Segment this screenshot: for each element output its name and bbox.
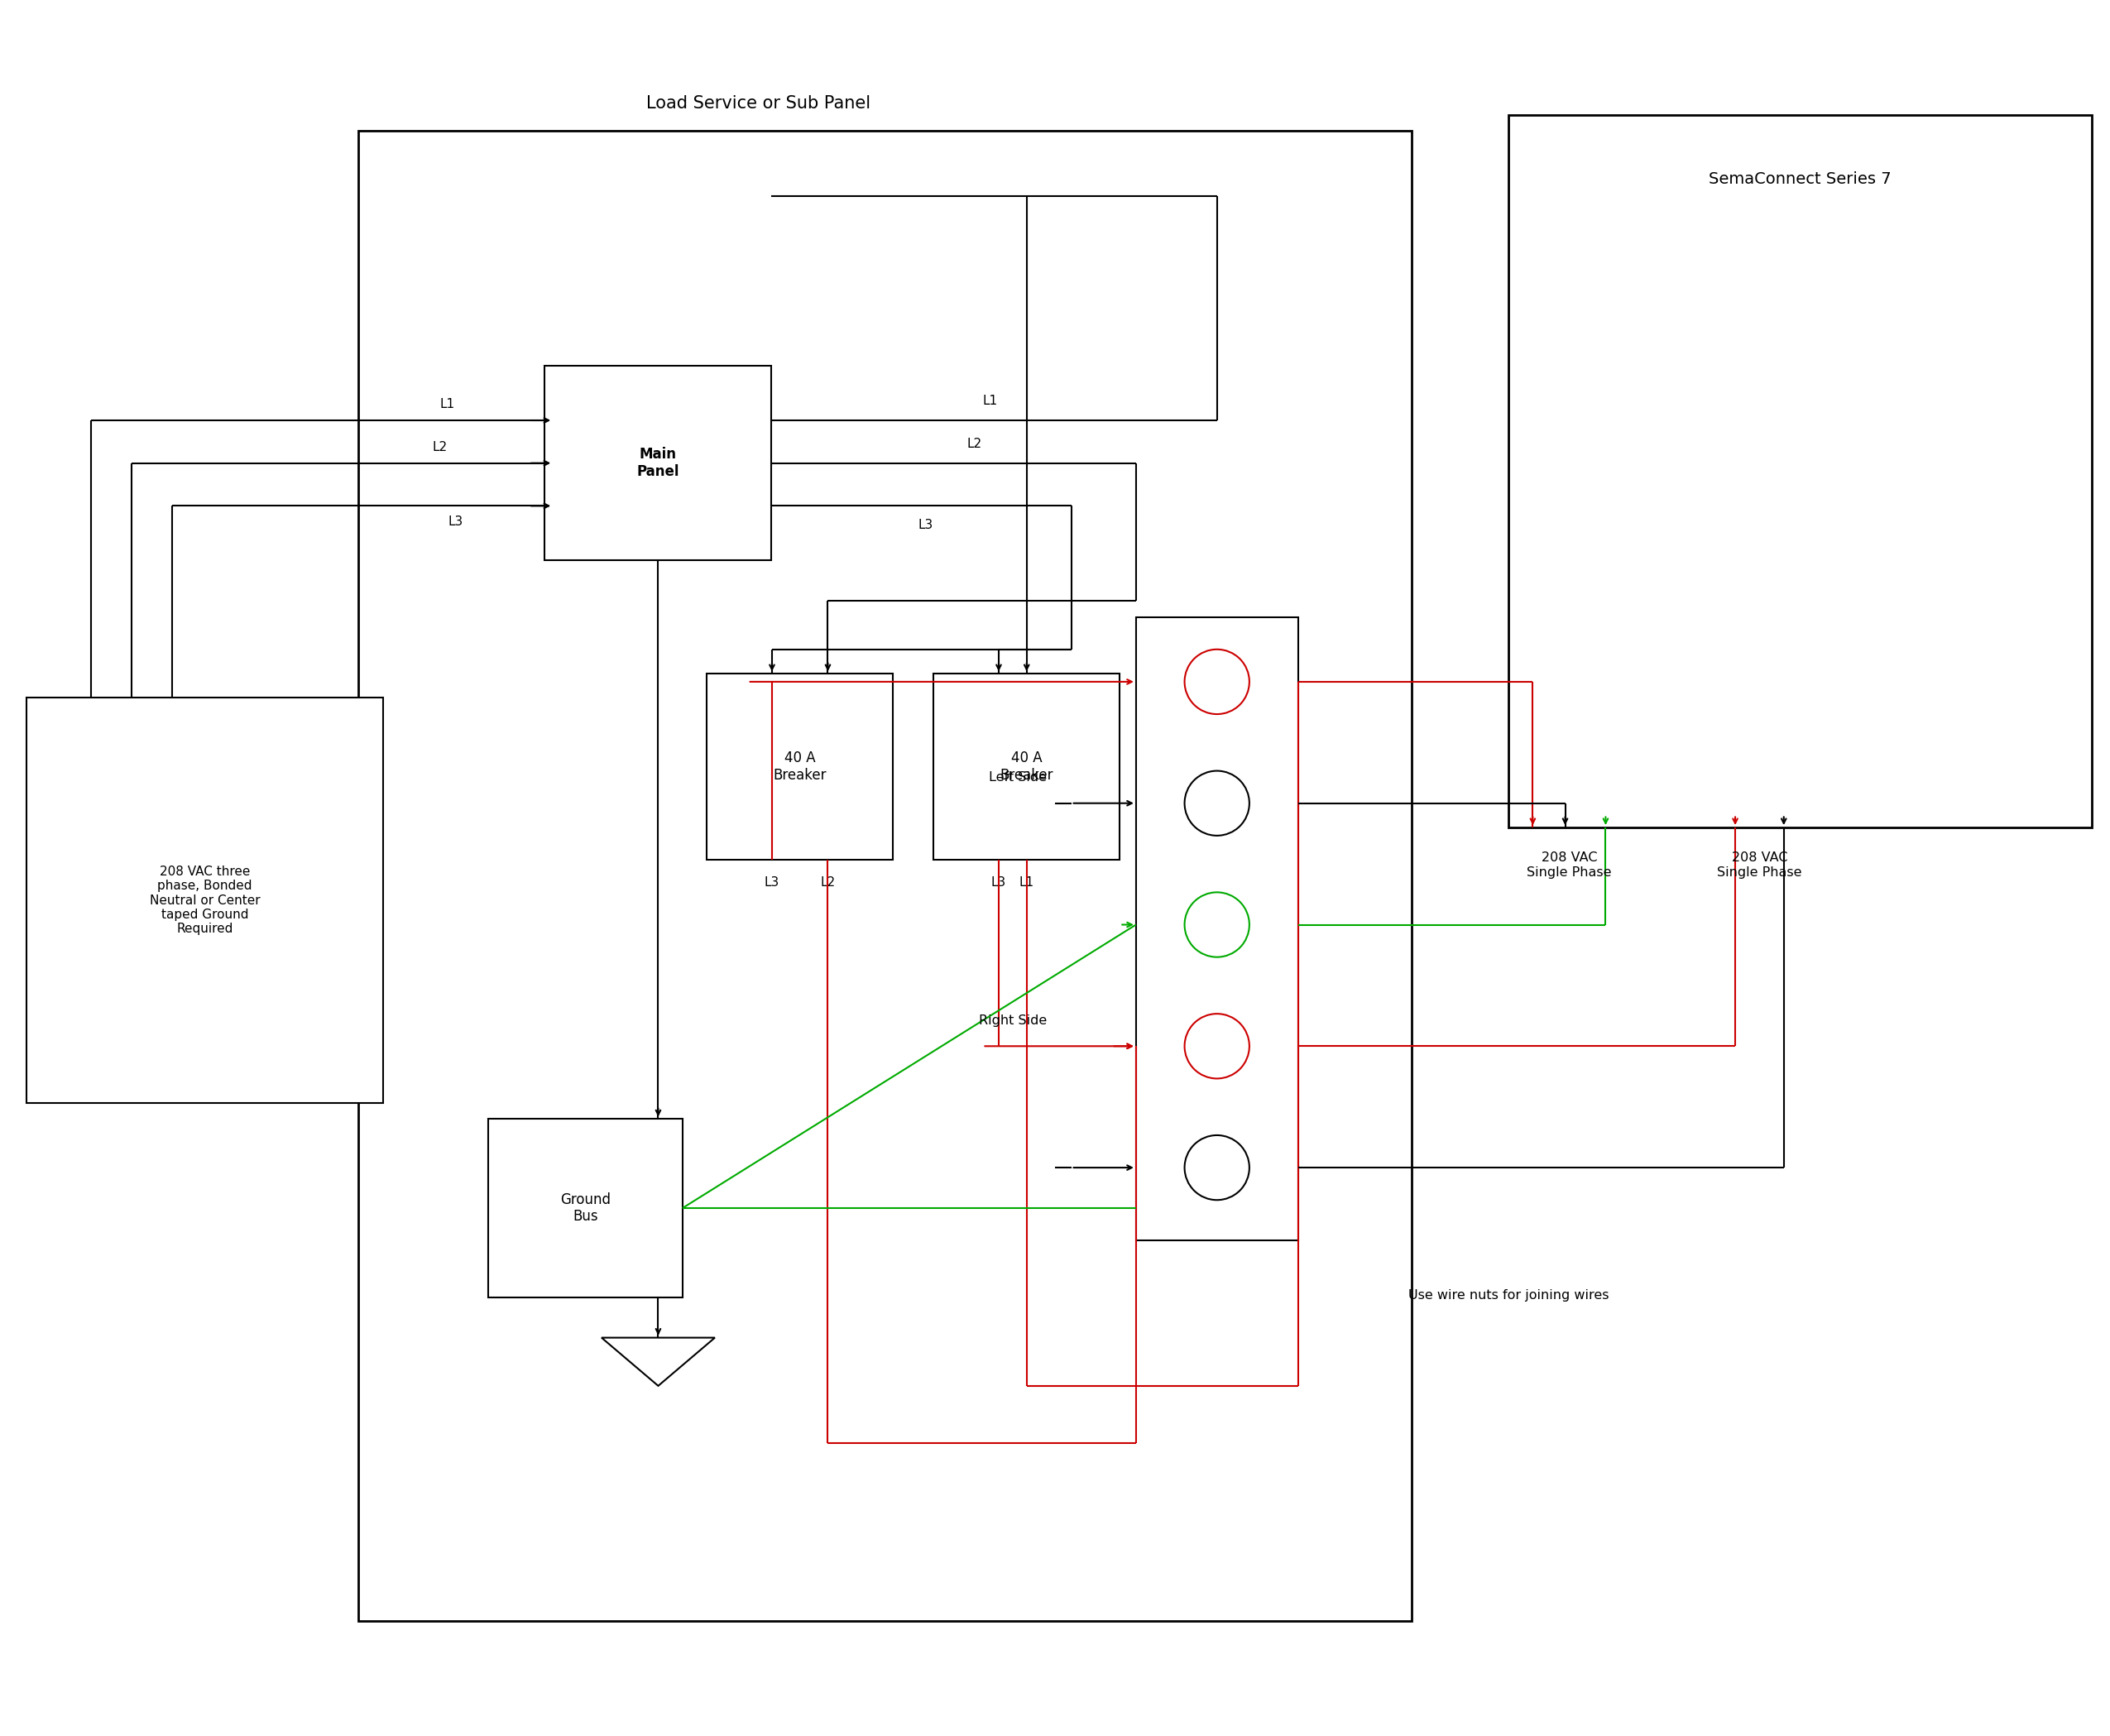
Text: L1: L1 (1019, 877, 1034, 889)
Circle shape (1184, 1014, 1249, 1078)
Bar (359, 132, 1412, 1621)
Text: L3: L3 (992, 877, 1006, 889)
Text: Left Side: Left Side (990, 771, 1047, 783)
Text: 208 VAC
Single Phase: 208 VAC Single Phase (1528, 852, 1612, 878)
Text: L2: L2 (966, 437, 981, 450)
Bar (1509, 115, 2091, 828)
Circle shape (1184, 1135, 1249, 1200)
Text: L1: L1 (441, 398, 456, 411)
Text: 208 VAC three
phase, Bonded
Neutral or Center
taped Ground
Required: 208 VAC three phase, Bonded Neutral or C… (150, 865, 260, 936)
Text: SemaConnect Series 7: SemaConnect Series 7 (1709, 172, 1891, 187)
Text: 40 A
Breaker: 40 A Breaker (1000, 750, 1053, 783)
Text: L3: L3 (764, 877, 779, 889)
Text: Main
Panel: Main Panel (637, 448, 679, 479)
Bar (707, 674, 893, 859)
Text: L2: L2 (433, 441, 447, 453)
Text: Right Side: Right Side (979, 1014, 1047, 1026)
Text: 40 A
Breaker: 40 A Breaker (772, 750, 827, 783)
Bar (27, 698, 382, 1102)
Bar (1135, 616, 1298, 1241)
Text: L1: L1 (983, 396, 998, 408)
Text: Ground
Bus: Ground Bus (559, 1193, 610, 1224)
Text: Load Service or Sub Panel: Load Service or Sub Panel (646, 95, 871, 111)
Circle shape (1184, 892, 1249, 957)
Text: L2: L2 (821, 877, 836, 889)
Text: L3: L3 (447, 516, 464, 528)
Text: 208 VAC
Single Phase: 208 VAC Single Phase (1718, 852, 1802, 878)
Circle shape (1184, 771, 1249, 835)
Text: Use wire nuts for joining wires: Use wire nuts for joining wires (1407, 1290, 1608, 1302)
Bar (487, 1120, 682, 1297)
Circle shape (1184, 649, 1249, 713)
Bar (544, 366, 772, 561)
Bar (933, 674, 1120, 859)
Text: L3: L3 (918, 519, 933, 531)
